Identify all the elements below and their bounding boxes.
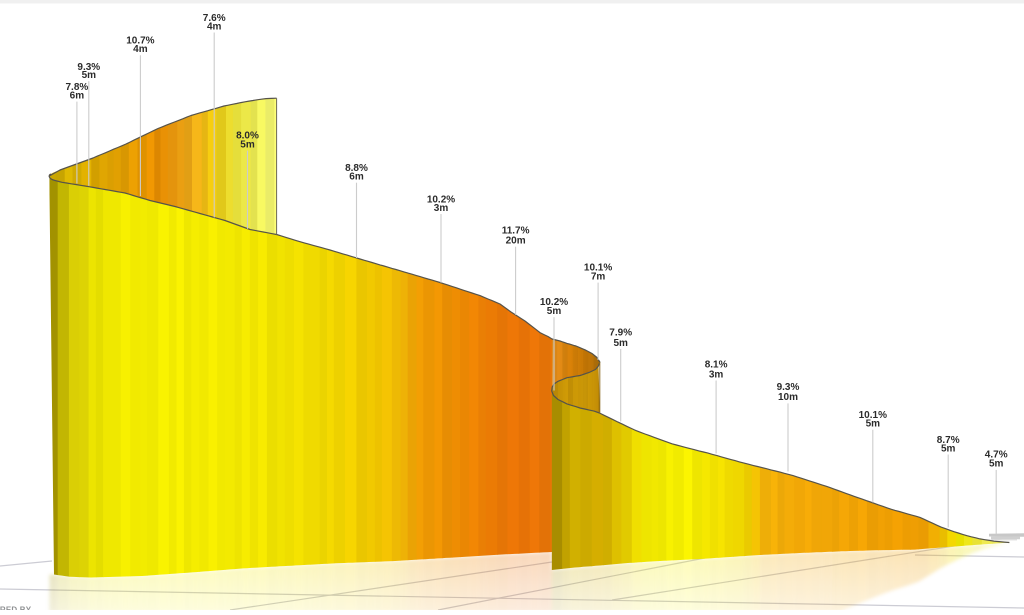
svg-text:4m: 4m	[133, 44, 148, 55]
svg-text:5m: 5m	[613, 338, 628, 349]
svg-text:5m: 5m	[82, 70, 97, 81]
svg-text:7m: 7m	[591, 271, 606, 282]
svg-text:5m: 5m	[941, 443, 956, 454]
svg-text:5m: 5m	[240, 139, 255, 150]
svg-text:4m: 4m	[207, 21, 222, 32]
svg-text:10m: 10m	[778, 392, 798, 403]
svg-text:20m: 20m	[506, 236, 526, 247]
svg-text:3m: 3m	[434, 203, 449, 214]
svg-text:5m: 5m	[866, 419, 881, 430]
svg-text:3m: 3m	[709, 369, 724, 380]
svg-text:POWERED BY: POWERED BY	[0, 605, 32, 610]
svg-text:5m: 5m	[989, 459, 1004, 470]
svg-text:6m: 6m	[70, 90, 85, 101]
svg-text:5m: 5m	[547, 306, 562, 317]
svg-text:6m: 6m	[349, 172, 364, 183]
